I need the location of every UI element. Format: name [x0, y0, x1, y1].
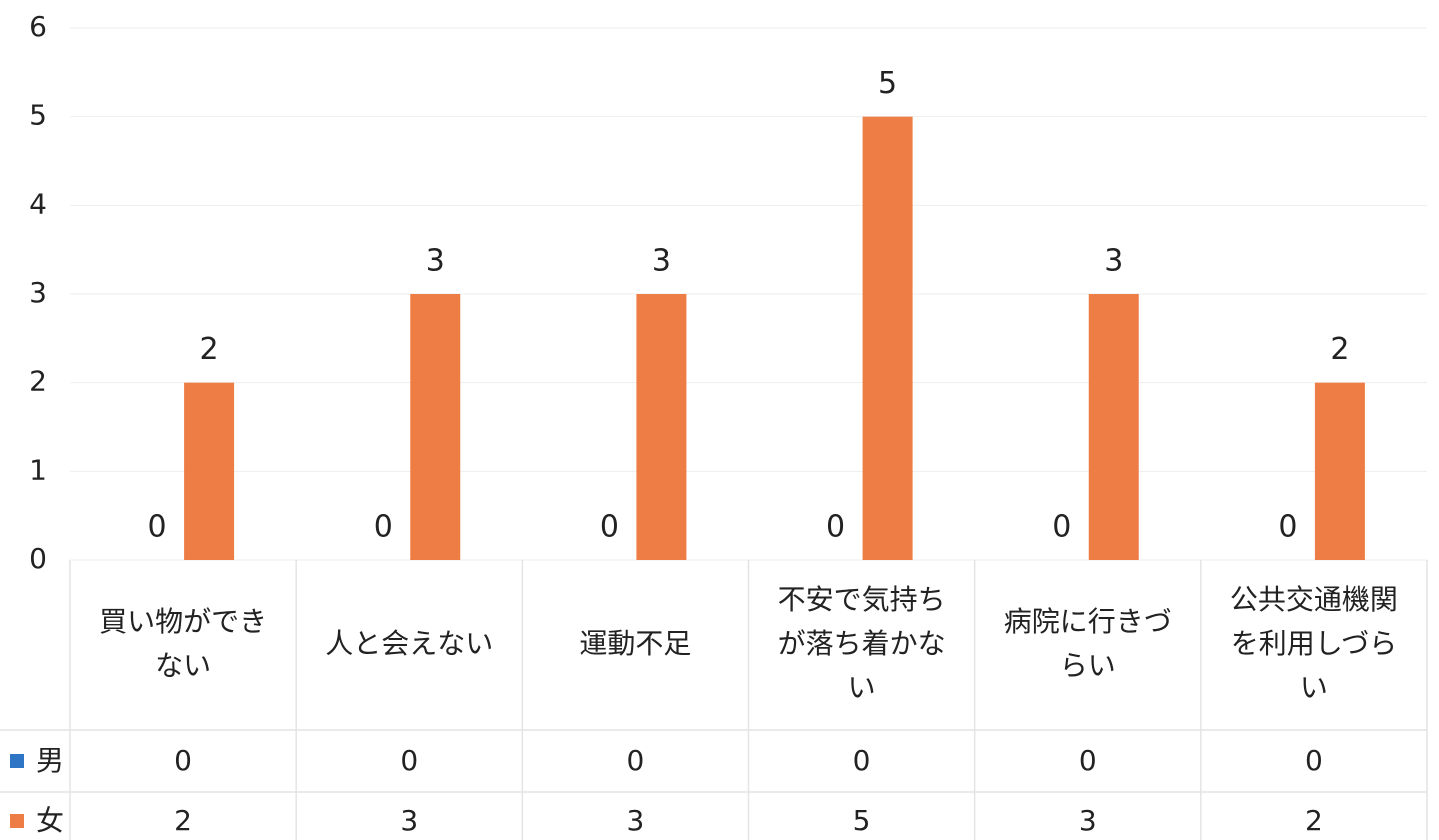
data-label: 0	[1278, 510, 1297, 545]
x-tick-label: 運動不足	[579, 627, 691, 660]
table-cell: 3	[627, 804, 645, 837]
y-tick-label: 6	[29, 10, 47, 43]
table-cell: 5	[853, 804, 871, 837]
data-label: 0	[826, 510, 845, 545]
y-tick-label: 1	[29, 453, 47, 486]
legend-label: 女	[36, 804, 64, 837]
data-label: 5	[878, 66, 897, 101]
x-tick-label: 不安で気持ちが落ち着かない	[778, 583, 946, 704]
bar	[410, 294, 461, 560]
table-cell: 3	[400, 804, 418, 837]
data-label: 0	[1052, 510, 1071, 545]
y-tick-label: 0	[29, 542, 47, 575]
table-cell: 0	[1305, 744, 1323, 777]
bar	[862, 116, 913, 561]
x-tick-label: 人と会えない	[325, 627, 493, 660]
table-cell: 2	[1305, 804, 1323, 837]
y-tick-label: 5	[29, 99, 47, 132]
legend-swatch	[10, 754, 24, 768]
data-label: 3	[426, 244, 445, 279]
data-label: 3	[652, 244, 671, 279]
y-tick-label: 2	[29, 365, 47, 398]
legend-label: 男	[36, 744, 64, 777]
table-cell: 0	[627, 744, 645, 777]
bar	[1314, 382, 1365, 560]
x-tick-label: 公共交通機関を利用しづらい	[1230, 583, 1398, 704]
data-label: 0	[148, 510, 167, 545]
legend-swatch	[10, 814, 24, 828]
data-label: 0	[374, 510, 393, 545]
data-label: 3	[1104, 244, 1123, 279]
table-cell: 0	[174, 744, 192, 777]
bar	[636, 294, 687, 560]
bar	[1088, 294, 1139, 560]
data-label: 2	[200, 332, 219, 367]
x-tick-label: 病院に行きづらい	[1004, 605, 1172, 682]
table-cell: 3	[1079, 804, 1097, 837]
x-tick-label: 買い物ができない	[99, 605, 267, 682]
y-tick-label: 4	[29, 187, 47, 220]
data-label: 2	[1330, 332, 1349, 367]
y-tick-label: 3	[29, 276, 47, 309]
table-cell: 0	[1079, 744, 1097, 777]
bar	[184, 382, 235, 560]
table-cell: 2	[174, 804, 192, 837]
table-cell: 0	[853, 744, 871, 777]
table-cell: 0	[400, 744, 418, 777]
data-label: 0	[600, 510, 619, 545]
